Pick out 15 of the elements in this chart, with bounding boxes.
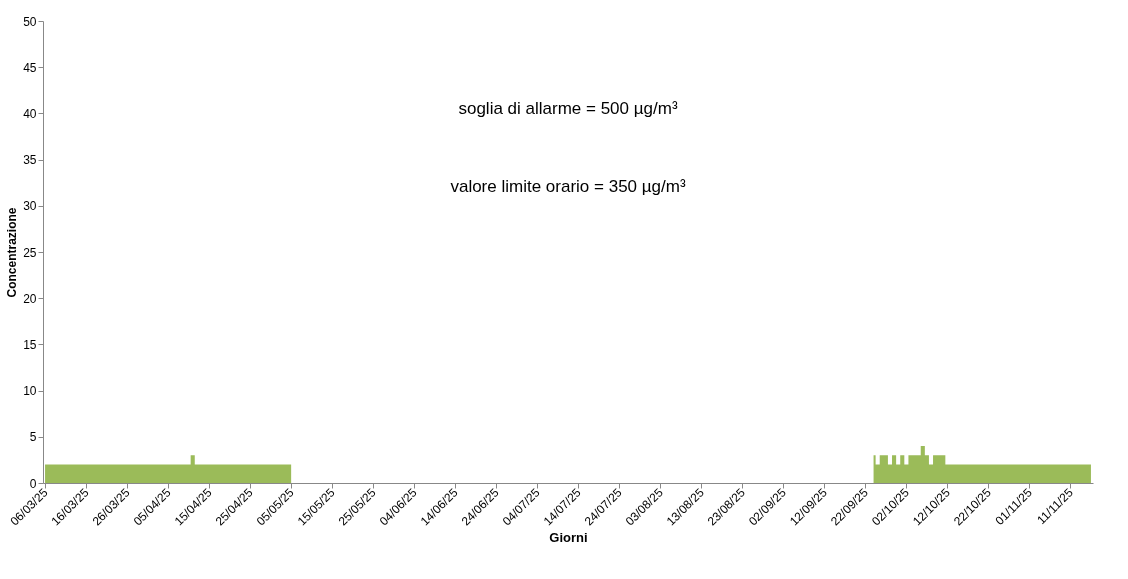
y-tick-label: 15 [23,337,37,352]
y-tick-label: 50 [23,14,37,29]
x-axis-title: Giorni [549,529,588,545]
y-tick-label: 35 [23,153,37,168]
y-tick-label: 0 [29,476,37,491]
annotation: valore limite orario = 350 µg/m³ [450,177,686,197]
y-axis-title: Concentrazione [5,207,20,298]
y-tick-label: 45 [23,60,37,75]
y-tick-label: 5 [29,430,37,445]
y-tick-label: 40 [23,106,37,121]
y-tick-label: 10 [23,384,37,399]
y-tick-label: 25 [23,245,37,260]
annotation: soglia di allarme = 500 µg/m³ [458,98,678,118]
y-tick-label: 30 [23,199,37,214]
y-tick-label: 20 [23,291,37,306]
